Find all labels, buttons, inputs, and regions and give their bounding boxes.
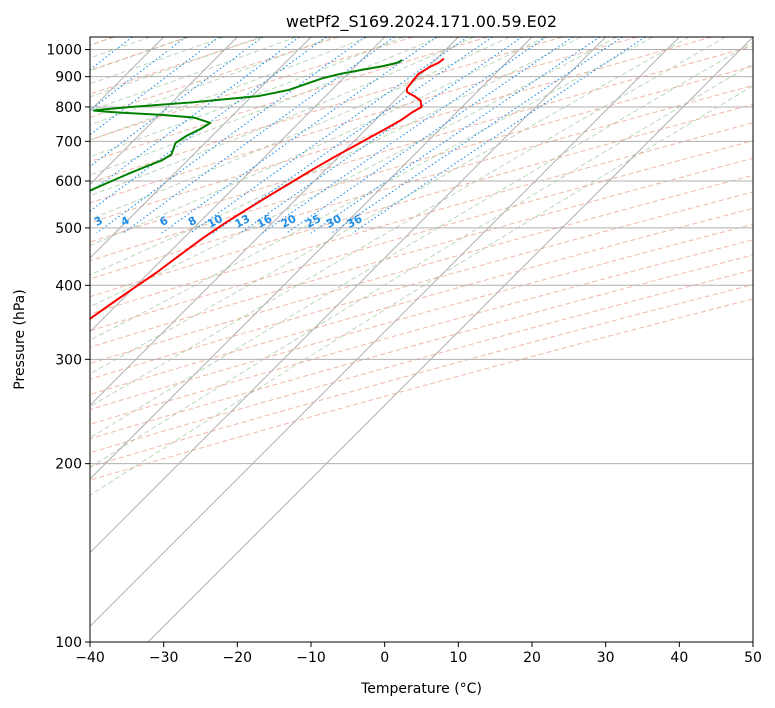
x-tick-label: 0 (380, 650, 389, 666)
mixing-ratio-line (190, 37, 468, 234)
mixing-ratio-line (90, 37, 264, 168)
mixing-ratio-label: 6 (157, 214, 170, 229)
y-tick-label: 700 (55, 134, 82, 150)
moist-adiabat-line (90, 37, 726, 408)
mixing-ratio-label: 20 (279, 212, 299, 231)
moist-adiabat-line (90, 37, 188, 72)
isotherm-line (147, 37, 753, 642)
dry-adiabat-line (90, 37, 189, 71)
y-tick-label: 1000 (46, 43, 82, 59)
y-tick-label: 800 (55, 100, 82, 116)
background-labels: -100-90-80-70-60-50-40-30-20-100.10.20.4… (0, 211, 365, 232)
mixing-ratio-line (96, 37, 366, 234)
dry-adiabat-line (90, 37, 264, 95)
x-tick-label: −20 (223, 650, 253, 666)
mixing-ratio-line (352, 37, 646, 234)
mixing-ratio-line (122, 37, 395, 234)
dry-adiabat-line (90, 254, 753, 440)
mixing-ratio-label: 1.5 (26, 211, 49, 232)
mixing-ratio-label: 16 (255, 212, 275, 231)
moist-adiabat-line (90, 37, 546, 246)
y-tick-label: 500 (55, 221, 82, 237)
y-tick-label: 200 (55, 457, 82, 473)
axis-ticks: −40 −30 −20 −10 0 10 20 30 40 50 100 200 300 400 500 60… (46, 43, 762, 666)
dry-adiabat-line (90, 269, 753, 454)
isotherm-line (90, 37, 386, 333)
dry-adiabat-line (90, 223, 753, 411)
isotherm-line (90, 37, 533, 480)
x-tick-label: 30 (597, 650, 615, 666)
dry-adiabat-line (90, 84, 753, 280)
dry-adiabat-line (90, 284, 753, 468)
mixing-ratio-label: 3 (92, 214, 105, 229)
moist-adiabat-line (90, 37, 297, 112)
dry-adiabat-line (90, 45, 753, 243)
isotherm-line (90, 37, 680, 628)
dry-adiabat-line (90, 37, 488, 163)
y-tick-label: 300 (55, 352, 82, 368)
x-axis-label: Temperature (°C) (360, 681, 482, 697)
x-tick-label: −30 (149, 650, 179, 666)
moist-adiabat-line (90, 37, 368, 141)
x-tick-label: 10 (449, 650, 467, 666)
dry-adiabat-line (90, 37, 712, 224)
mixing-ratio-label: 36 (345, 212, 365, 231)
x-tick-label: −40 (75, 650, 105, 666)
moist-adiabat-line (90, 37, 475, 197)
mixing-ratio-line (90, 37, 187, 111)
isotherm-line (90, 37, 459, 407)
plot-frame (89, 36, 754, 643)
x-tick-label: 40 (670, 650, 688, 666)
profile-lines (90, 57, 445, 321)
mixing-ratio-line (262, 37, 547, 234)
isotherm-line (90, 37, 238, 186)
mixing-ratio-line (90, 37, 300, 194)
x-tick-label: −10 (296, 650, 326, 666)
dry-adiabat-line (90, 191, 753, 380)
mixing-ratio-line (90, 37, 220, 136)
mixing-ratio-line (286, 37, 574, 234)
moist-adiabat-line (90, 41, 753, 439)
mixing-ratio-label: 13 (233, 212, 253, 231)
dry-adiabat-line (90, 174, 753, 364)
y-axis-label: Pressure (hPa) (12, 289, 28, 389)
moist-adiabat-line (90, 37, 617, 308)
isotherm-line (90, 37, 312, 259)
x-tick-label: 20 (523, 650, 541, 666)
dry-adiabat-line (90, 298, 753, 481)
mixing-ratio-label: 1 (0, 214, 10, 229)
mixing-ratio-label: 4 (119, 214, 132, 229)
moist-adiabat-line (90, 37, 333, 126)
y-tick-label: 400 (55, 278, 82, 294)
moist-adiabat-line (90, 37, 690, 375)
moist-adiabat-line (90, 37, 654, 341)
moist-adiabat-line (90, 37, 510, 220)
mixing-ratio-line (90, 37, 327, 212)
dry-adiabat-line (90, 122, 753, 315)
dry-adiabat-line (90, 65, 753, 262)
moist-adiabat-line (90, 63, 753, 468)
y-tick-label: 900 (55, 70, 82, 86)
y-tick-label: 600 (55, 174, 82, 190)
mixing-ratio-line (161, 37, 437, 234)
x-tick-label: 50 (744, 650, 762, 666)
dry-adiabat-line (90, 37, 414, 141)
chart-title: wetPf2_S169.2024.171.00.59.E02 (286, 12, 557, 32)
dry-adiabat-line (90, 103, 753, 298)
mixing-ratio-label: 25 (304, 212, 324, 231)
y-tick-label: 100 (55, 635, 82, 651)
isotherm-line (90, 37, 607, 554)
dry-adiabat-line (90, 37, 638, 204)
mixing-ratio-label: 30 (324, 212, 344, 231)
temperature-profile (90, 57, 445, 321)
dry-adiabat-line (90, 37, 563, 184)
moist-adiabat-line (90, 37, 581, 276)
dewpoint-profile (90, 59, 403, 192)
